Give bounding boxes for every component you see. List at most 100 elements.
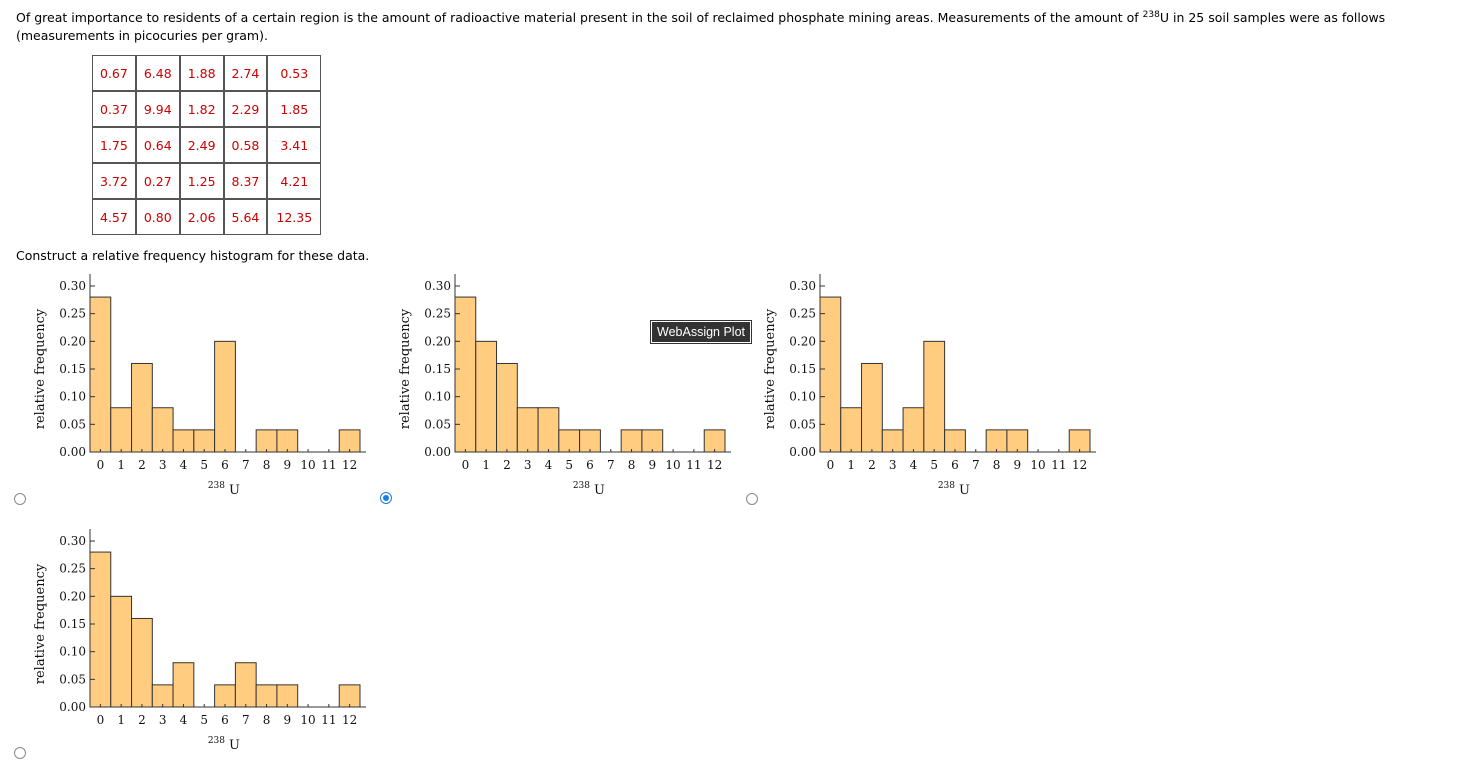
y-tick-label: 0.20 bbox=[59, 334, 86, 348]
table-cell: 0.64 bbox=[135, 127, 180, 163]
option-b-radio[interactable] bbox=[380, 492, 392, 504]
x-tick-label: 11 bbox=[1051, 458, 1066, 472]
histogram-bar bbox=[338, 684, 361, 708]
y-tick-label: 0.10 bbox=[424, 390, 451, 404]
y-tick-label: 0.25 bbox=[424, 307, 451, 321]
y-tick-label: 0.15 bbox=[424, 362, 451, 376]
histogram-bar bbox=[902, 407, 925, 453]
question-text: Of great importance to residents of a ce… bbox=[16, 6, 1436, 45]
histogram-bar bbox=[620, 429, 643, 453]
histogram-bar bbox=[276, 684, 299, 708]
y-tick-label: 0.20 bbox=[789, 334, 816, 348]
histogram-svg: 0.000.050.100.150.200.250.300 1 2 3 4 5 6 7 8 9 10… bbox=[398, 274, 731, 498]
x-axis-label-superscript: 238 bbox=[938, 481, 955, 491]
x-tick-label: 8 bbox=[628, 458, 636, 472]
y-tick-label: 0.05 bbox=[59, 417, 86, 431]
x-tick-label: 0 bbox=[827, 458, 835, 472]
x-tick-label: 12 bbox=[1072, 458, 1087, 472]
table-cell: 6.48 bbox=[135, 55, 180, 91]
y-tick-label: 0.25 bbox=[59, 562, 86, 576]
table-cell: 3.41 bbox=[267, 127, 322, 163]
y-tick-label: 0.10 bbox=[789, 390, 816, 404]
x-tick-label: 6 bbox=[221, 458, 229, 472]
table-row: 4.57 0.80 2.06 5.64 12.35 bbox=[92, 199, 322, 235]
histogram-bar bbox=[131, 362, 153, 453]
option-d-radio[interactable] bbox=[14, 747, 26, 759]
x-tick-label: 9 bbox=[283, 713, 291, 727]
x-axis-label: U bbox=[594, 483, 605, 498]
histogram-bar bbox=[558, 429, 581, 453]
histogram-bar bbox=[861, 362, 883, 453]
x-tick-label: 12 bbox=[707, 458, 722, 472]
histogram-bar bbox=[454, 296, 477, 453]
histogram-bar bbox=[840, 407, 863, 453]
table-cell: 1.88 bbox=[179, 55, 224, 91]
y-tick-label: 0.30 bbox=[424, 279, 451, 293]
histogram-option-b[interactable]: 0.00 0.05 0.10 0.15 0.20 0.25 0.30 0 1 2 3 4 5 6 7 8 9 10… bbox=[395, 270, 735, 506]
x-tick-label: 8 bbox=[263, 458, 271, 472]
x-tick-label: 5 bbox=[930, 458, 938, 472]
x-tick-label: 7 bbox=[607, 458, 615, 472]
y-tick-label: 0.20 bbox=[424, 334, 451, 348]
x-tick-label: 6 bbox=[586, 458, 594, 472]
x-tick-label: 5 bbox=[565, 458, 573, 472]
x-tick-label: 2 bbox=[503, 458, 511, 472]
x-tick-label: 6 bbox=[221, 713, 229, 727]
histogram-bar bbox=[819, 296, 842, 453]
x-tick-label: 9 bbox=[1013, 458, 1021, 472]
x-tick-label: 1 bbox=[847, 458, 855, 472]
y-tick-label: 0.10 bbox=[59, 645, 86, 659]
x-tick-label: 0 bbox=[97, 713, 105, 727]
y-tick-label: 0.05 bbox=[59, 672, 86, 686]
histogram-bar bbox=[276, 429, 299, 453]
x-axis-label: U bbox=[229, 738, 240, 753]
table-cell: 2.29 bbox=[223, 91, 268, 127]
isotope-mass-number: 238 bbox=[1142, 10, 1160, 20]
table-cell: 1.82 bbox=[179, 91, 224, 127]
histogram-bar bbox=[881, 429, 904, 453]
table-cell: 0.53 bbox=[267, 55, 322, 91]
x-tick-label: 4 bbox=[545, 458, 553, 472]
histogram-option-c[interactable]: 0.00 0.05 0.10 0.15 0.20 0.25 0.30 0 1 2 3 4 5 6 7 8 9 10… bbox=[760, 270, 1100, 506]
x-tick-label: 3 bbox=[159, 713, 167, 727]
y-tick-label: 0.05 bbox=[789, 417, 816, 431]
x-axis-label-superscript: 238 bbox=[208, 481, 225, 491]
histogram-option-d[interactable]: 0.00 0.05 0.10 0.15 0.20 0.25 0.30 0 1 2 3 4 5 6 7 8 9 10… bbox=[30, 525, 370, 761]
histogram-option-a[interactable]: 0.00 0.05 0.10 0.15 0.20 0.25 0.30 0 1 2 3 4 5 6 7 8 9 10… bbox=[30, 270, 370, 506]
histogram-bar bbox=[985, 429, 1008, 453]
x-tick-label: 9 bbox=[648, 458, 656, 472]
y-axis-label: relative frequency bbox=[33, 563, 48, 684]
histogram-bar bbox=[151, 684, 174, 708]
x-tick-label: 2 bbox=[138, 713, 146, 727]
x-tick-label: 11 bbox=[321, 713, 336, 727]
y-tick-label: 0.00 bbox=[59, 700, 86, 714]
x-tick-label: 12 bbox=[342, 458, 357, 472]
x-tick-label: 6 bbox=[951, 458, 959, 472]
intro-after: in 25 soil samples were as follows (meas… bbox=[16, 10, 1386, 44]
x-tick-label: 2 bbox=[138, 458, 146, 472]
x-tick-label: 3 bbox=[889, 458, 897, 472]
histogram-bar bbox=[89, 551, 112, 708]
table-cell: 4.21 bbox=[267, 163, 322, 199]
histogram-bar bbox=[255, 684, 278, 708]
histogram-bar bbox=[172, 662, 195, 708]
table-cell: 1.75 bbox=[92, 127, 136, 163]
y-tick-label: 0.05 bbox=[424, 417, 451, 431]
x-tick-label: 1 bbox=[482, 458, 490, 472]
y-tick-label: 0.15 bbox=[59, 362, 86, 376]
x-axis-label: U bbox=[959, 483, 970, 498]
option-a-radio[interactable] bbox=[14, 493, 26, 505]
table-cell: 1.85 bbox=[267, 91, 322, 127]
x-axis-label-superscript: 238 bbox=[573, 481, 590, 491]
histogram-bar bbox=[944, 429, 966, 453]
construct-prompt: Construct a relative frequency histogram… bbox=[16, 248, 370, 263]
y-tick-label: 0.30 bbox=[59, 534, 86, 548]
table-cell: 0.37 bbox=[92, 91, 136, 127]
x-tick-label: 2 bbox=[868, 458, 876, 472]
table-cell: 4.57 bbox=[92, 199, 136, 235]
x-tick-label: 1 bbox=[117, 458, 125, 472]
x-tick-label: 0 bbox=[462, 458, 470, 472]
histogram-bar bbox=[89, 296, 112, 453]
option-c-radio[interactable] bbox=[746, 493, 758, 505]
y-axis-label: relative frequency bbox=[33, 308, 48, 429]
